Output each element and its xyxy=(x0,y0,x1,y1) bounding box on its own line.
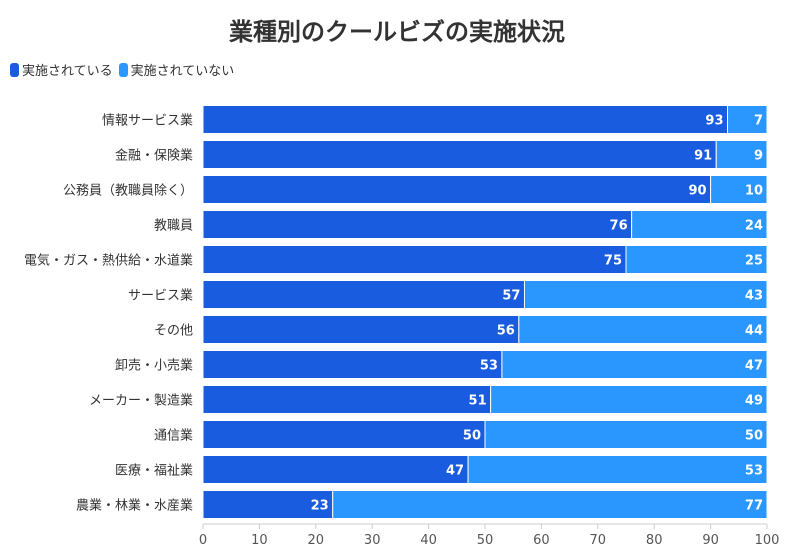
bar-implemented xyxy=(202,280,525,309)
category-label: 農業・林業・水産業 xyxy=(76,498,193,514)
bar-implemented xyxy=(202,175,712,204)
bar-not-implemented xyxy=(490,385,768,414)
bar-not-implemented xyxy=(332,490,768,519)
data-label: 24 xyxy=(745,219,763,234)
data-label: 50 xyxy=(745,429,763,444)
bar-not-implemented xyxy=(631,210,768,239)
category-label: サービス業 xyxy=(128,288,193,304)
data-label: 9 xyxy=(754,149,763,164)
bar-implemented xyxy=(202,490,334,519)
data-label: 53 xyxy=(480,359,498,374)
data-label: 44 xyxy=(745,324,763,339)
bar-not-implemented xyxy=(625,245,768,274)
data-label: 43 xyxy=(745,289,763,304)
bar-not-implemented xyxy=(727,105,768,134)
bar-not-implemented xyxy=(467,455,768,484)
x-tick-label: 70 xyxy=(590,533,607,548)
x-tick-label: 0 xyxy=(199,533,207,548)
data-label: 90 xyxy=(689,184,707,199)
data-label: 47 xyxy=(446,464,464,479)
data-label: 56 xyxy=(497,324,515,339)
x-tick-label: 50 xyxy=(477,533,494,548)
data-label: 51 xyxy=(469,394,487,409)
x-tick-label: 80 xyxy=(646,533,663,548)
category-label: 教職員 xyxy=(154,218,193,234)
category-label: 金融・保険業 xyxy=(115,148,193,164)
bar-implemented xyxy=(202,350,503,379)
bar-not-implemented xyxy=(484,420,768,449)
legend: 実施されている 実施されていない xyxy=(10,60,240,79)
bar-not-implemented xyxy=(710,175,768,204)
data-label: 57 xyxy=(502,289,520,304)
legend-label-implemented: 実施されている xyxy=(22,64,113,79)
x-tick-label: 30 xyxy=(364,533,381,548)
x-tick-label: 10 xyxy=(251,533,268,548)
data-label: 76 xyxy=(610,219,628,234)
chart-title: 業種別のクールビズの実施状況 xyxy=(229,18,565,46)
legend-item-not-implemented[interactable]: 実施されていない xyxy=(118,60,235,79)
bar-implemented xyxy=(202,140,717,169)
data-label: 7 xyxy=(754,114,763,129)
data-label: 10 xyxy=(745,184,763,199)
category-label: 公務員（教職員除く） xyxy=(63,183,193,199)
bar-implemented xyxy=(202,245,627,274)
category-label: 電気・ガス・熱供給・水道業 xyxy=(24,253,193,269)
category-label: メーカー・製造業 xyxy=(89,393,193,409)
bar-implemented xyxy=(202,315,520,344)
category-label: その他 xyxy=(154,324,193,339)
x-tick-label: 60 xyxy=(533,533,550,548)
bar-not-implemented xyxy=(518,315,768,344)
category-label: 卸売・小売業 xyxy=(115,358,193,374)
bar-implemented xyxy=(202,455,469,484)
x-tick-label: 90 xyxy=(702,533,719,548)
x-tick-label: 100 xyxy=(755,533,780,548)
data-label: 49 xyxy=(745,394,763,409)
category-label: 情報サービス業 xyxy=(102,113,193,129)
x-tick-label: 40 xyxy=(420,533,437,548)
data-label: 25 xyxy=(745,254,763,269)
bar-implemented xyxy=(202,385,492,414)
category-label: 通信業 xyxy=(154,428,193,444)
data-label: 75 xyxy=(604,254,622,269)
bar-not-implemented xyxy=(501,350,768,379)
bar-implemented xyxy=(202,210,633,239)
data-label: 47 xyxy=(745,359,763,374)
data-label: 50 xyxy=(463,429,481,444)
data-label: 77 xyxy=(745,499,763,514)
category-label: 医療・福祉業 xyxy=(115,463,193,479)
bar-not-implemented xyxy=(715,140,768,169)
data-label: 23 xyxy=(311,499,329,514)
legend-label-not-implemented: 実施されていない xyxy=(130,64,235,79)
legend-swatch-not-implemented xyxy=(118,62,128,77)
bar-implemented xyxy=(202,105,729,134)
data-label: 93 xyxy=(705,114,723,129)
legend-swatch-implemented xyxy=(10,62,19,77)
bar-implemented xyxy=(202,420,486,449)
data-label: 53 xyxy=(745,464,763,479)
data-label: 91 xyxy=(694,149,712,164)
bar-not-implemented xyxy=(523,280,768,309)
legend-item-implemented[interactable]: 実施されている xyxy=(10,60,113,79)
x-tick-label: 20 xyxy=(308,533,325,548)
